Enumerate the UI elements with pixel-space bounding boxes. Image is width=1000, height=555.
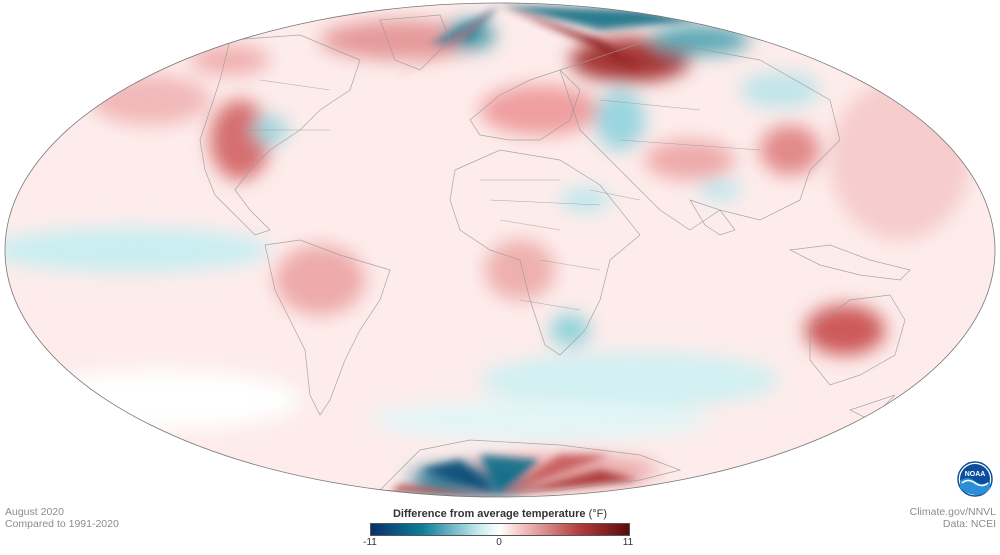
legend-unit: (°F) — [588, 508, 608, 520]
noaa-logo-icon: NOAA — [957, 461, 993, 497]
legend-max-label: 11 — [622, 537, 634, 548]
caption-date: August 2020 — [5, 506, 64, 518]
caption-baseline: Compared to 1991-2020 — [5, 518, 119, 530]
legend-ticks: -11 0 11 — [363, 536, 634, 550]
map-caption: August 2020 Compared to 1991-2020 — [5, 506, 119, 530]
legend-title-row: Difference from average temperature (°F) — [370, 508, 630, 520]
credit-source: Climate.gov/NNVL — [909, 506, 996, 518]
legend-mid-label: 0 — [496, 537, 502, 548]
coastlines — [199, 14, 911, 496]
color-legend: Difference from average temperature (°F)… — [363, 508, 634, 550]
noaa-logo-text: NOAA — [965, 471, 986, 478]
globe-outline — [4, 2, 996, 498]
credit-data: Data: NCEI — [942, 518, 996, 530]
legend-min-label: -11 — [363, 537, 377, 548]
legend-title: Difference from average temperature — [392, 508, 586, 520]
legend-gradient — [371, 524, 629, 535]
legend-color-bar — [370, 523, 630, 536]
map-credits: Climate.gov/NNVL Data: NCEI — [910, 506, 996, 530]
